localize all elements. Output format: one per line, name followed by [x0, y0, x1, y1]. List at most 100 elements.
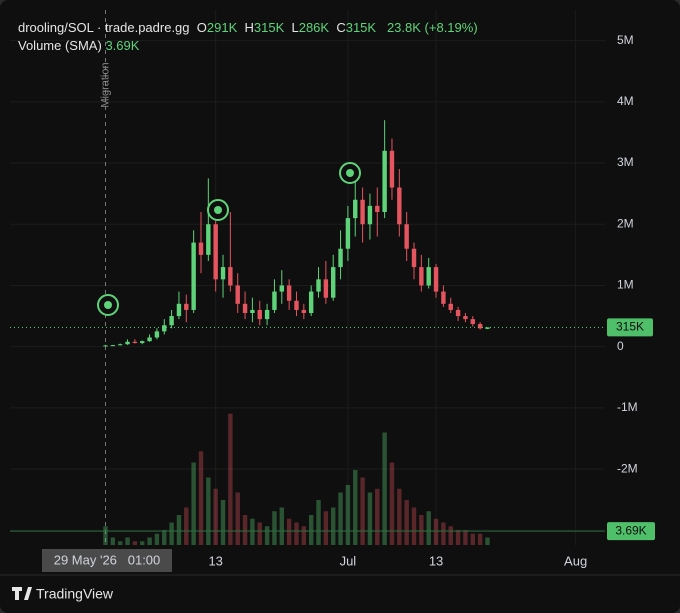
candle-body: [477, 324, 483, 329]
candle-body: [419, 267, 424, 286]
brand-logo: [12, 587, 32, 600]
volume-title: Volume (SMA): [18, 38, 102, 53]
y-tick-label: 2M: [617, 216, 634, 230]
volume-bar: [220, 500, 226, 545]
volume-bar: [448, 526, 453, 545]
volume-bar: [191, 462, 196, 545]
volume-bar: [184, 507, 189, 545]
volume-bar: [411, 507, 417, 545]
symbol: drooling/SOL · trade.padre.gg: [18, 20, 190, 35]
volume-bar: [477, 533, 483, 545]
volume-bar: [228, 413, 233, 545]
candle-body: [448, 303, 453, 310]
volume-bar: [103, 526, 108, 545]
volume-bar: [301, 526, 307, 545]
candle-body: [184, 303, 189, 310]
candle-body: [220, 267, 226, 280]
crosshair-label: 29 May '26 01:00: [54, 552, 161, 567]
volume-bar: [213, 488, 218, 545]
candle-body: [264, 309, 270, 320]
x-tick-label: Aug: [564, 553, 587, 568]
volume-bar: [463, 530, 468, 545]
volume-bar: [147, 537, 152, 545]
candle-body: [441, 291, 446, 304]
candle-body: [331, 267, 336, 298]
brand: TradingView: [36, 586, 114, 602]
field-value: 286K: [298, 20, 330, 35]
price-legend: drooling/SOL · trade.padre.gg O291K H315…: [18, 19, 478, 37]
volume-bar: [242, 515, 248, 545]
x-tick-label: 13: [208, 553, 222, 568]
volume-bar: [154, 533, 160, 545]
volume-bar: [419, 515, 424, 545]
field-key: C: [336, 20, 346, 35]
volume-bar: [206, 477, 211, 545]
candle-body: [316, 279, 321, 292]
crosshair-box: [42, 549, 172, 572]
candle-body: [382, 150, 387, 213]
candle-body: [294, 300, 299, 310]
candle-body: [110, 345, 116, 347]
event-icon-dot: [346, 169, 354, 177]
candle-body: [470, 319, 475, 325]
volume-bar: [250, 518, 255, 545]
candle-body: [140, 341, 145, 343]
candle-body: [338, 248, 343, 268]
candle-body: [228, 267, 233, 286]
candle-body: [147, 337, 152, 342]
volume-bar: [176, 515, 182, 545]
volume-bar: [433, 518, 439, 545]
volume-bar: [375, 488, 380, 545]
y-tick-label: 1M: [617, 278, 634, 292]
volume-bar: [272, 511, 277, 545]
candle-body: [250, 309, 255, 314]
candle-body: [257, 309, 262, 320]
volume-bar: [389, 462, 395, 545]
volume-bar: [331, 507, 336, 545]
volume-legend: Volume (SMA) 3.69K: [18, 37, 478, 55]
legend-header: drooling/SOL · trade.padre.gg O291K H315…: [18, 19, 478, 55]
candle-body: [308, 291, 314, 314]
field-value: 315K: [253, 20, 285, 35]
event-icon-dot: [214, 206, 222, 214]
annotation: Migration: [99, 62, 111, 107]
candle-body: [367, 205, 373, 225]
volume-bar: [404, 500, 409, 545]
volume-bar: [470, 533, 475, 545]
y-tick-label: 4M: [617, 94, 634, 108]
last-price-box: [607, 318, 653, 337]
candle-body: [389, 150, 395, 188]
candle-body: [360, 199, 365, 225]
volume-bar: [257, 522, 262, 545]
volume-bar: [345, 485, 351, 545]
volume-bar: [162, 530, 167, 545]
candle-body: [323, 279, 329, 298]
volume-sma-label: 3.69K: [615, 523, 646, 537]
candle-body: [272, 291, 277, 310]
candle-body: [198, 242, 204, 255]
candle-body: [353, 199, 358, 219]
event-icon-dot: [104, 301, 112, 309]
candle-body: [463, 316, 468, 320]
candle-body: [279, 285, 284, 292]
volume-bar: [308, 515, 314, 545]
candle-body: [191, 242, 196, 310]
volume-sma-box: [607, 522, 655, 541]
change: 23.8K (+8.19%): [386, 20, 478, 35]
candle-body: [485, 327, 490, 329]
field-key: L: [291, 20, 299, 35]
candle-body: [125, 341, 130, 345]
y-tick-label: 5M: [617, 33, 634, 47]
volume-bar: [441, 522, 446, 545]
candle-body: [235, 285, 240, 304]
candle-body: [162, 325, 167, 332]
volume-bar: [279, 507, 284, 545]
volume-bar: [132, 541, 138, 545]
volume-bar: [485, 537, 490, 545]
candle-body: [345, 218, 351, 249]
candle-body: [455, 309, 461, 317]
candle-body: [397, 187, 402, 225]
candle-body: [426, 267, 431, 286]
